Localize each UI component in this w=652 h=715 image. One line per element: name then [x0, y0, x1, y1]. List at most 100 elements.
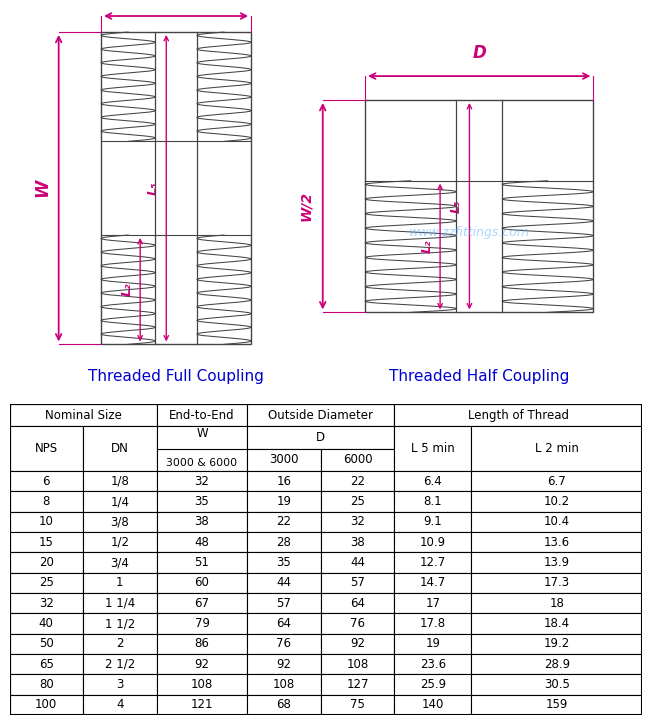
Text: 14.7: 14.7 — [420, 576, 446, 589]
Bar — [10, 426, 83, 471]
Bar — [157, 404, 247, 426]
Text: 19: 19 — [276, 495, 291, 508]
Bar — [247, 491, 321, 512]
Bar — [83, 491, 157, 512]
Bar — [394, 674, 471, 695]
Text: L 2 min: L 2 min — [535, 443, 579, 455]
Bar — [321, 613, 394, 633]
Bar — [471, 613, 642, 633]
Bar — [83, 695, 157, 715]
Bar — [394, 553, 471, 573]
Bar — [247, 573, 321, 593]
Bar — [10, 593, 83, 613]
Text: End-to-End: End-to-End — [170, 409, 235, 422]
Bar — [10, 553, 83, 573]
Bar — [394, 654, 471, 674]
Text: 20: 20 — [38, 556, 53, 569]
Bar — [247, 449, 321, 471]
Text: 67: 67 — [194, 597, 209, 610]
Text: 25.9: 25.9 — [420, 678, 446, 691]
Bar — [365, 100, 593, 312]
Text: W: W — [33, 179, 52, 197]
Text: 38: 38 — [350, 536, 365, 549]
Text: 13.9: 13.9 — [544, 556, 570, 569]
Text: 22: 22 — [276, 516, 291, 528]
Text: 76: 76 — [276, 637, 291, 651]
Text: 1/4: 1/4 — [110, 495, 129, 508]
Bar — [471, 633, 642, 654]
Bar — [394, 532, 471, 553]
Text: 8.1: 8.1 — [424, 495, 442, 508]
Text: 48: 48 — [194, 536, 209, 549]
Bar — [321, 491, 394, 512]
Text: 19: 19 — [425, 637, 440, 651]
Bar — [83, 532, 157, 553]
Bar — [394, 613, 471, 633]
Text: 60: 60 — [194, 576, 209, 589]
Bar — [83, 633, 157, 654]
Bar — [157, 633, 247, 654]
Text: 6000: 6000 — [343, 453, 372, 466]
Text: 3000 & 6000: 3000 & 6000 — [166, 458, 237, 468]
Bar — [471, 674, 642, 695]
Text: 28: 28 — [276, 536, 291, 549]
Bar — [157, 512, 247, 532]
Text: 17: 17 — [425, 597, 440, 610]
Bar — [321, 573, 394, 593]
Text: Threaded Full Coupling: Threaded Full Coupling — [88, 369, 264, 384]
Text: Nominal Size: Nominal Size — [45, 409, 122, 422]
Bar — [10, 491, 83, 512]
Text: L 5 min: L 5 min — [411, 443, 454, 455]
Bar — [394, 491, 471, 512]
Text: 17.3: 17.3 — [544, 576, 570, 589]
Bar — [394, 471, 471, 491]
Text: 35: 35 — [195, 495, 209, 508]
Bar — [321, 633, 394, 654]
Text: 6.4: 6.4 — [424, 475, 442, 488]
Text: 3/4: 3/4 — [110, 556, 129, 569]
Text: 159: 159 — [546, 699, 568, 711]
Text: 10.9: 10.9 — [420, 536, 446, 549]
Bar — [247, 674, 321, 695]
Text: 2 1/2: 2 1/2 — [105, 658, 135, 671]
Text: 64: 64 — [276, 617, 291, 630]
Text: DN: DN — [111, 443, 128, 455]
Bar — [471, 532, 642, 553]
Bar — [83, 593, 157, 613]
Text: 1/8: 1/8 — [110, 475, 129, 488]
Text: 92: 92 — [350, 637, 365, 651]
Text: 44: 44 — [350, 556, 365, 569]
Bar — [83, 573, 157, 593]
Bar — [394, 695, 471, 715]
Text: Outside Diameter: Outside Diameter — [268, 409, 373, 422]
Bar — [321, 449, 394, 471]
Bar — [10, 654, 83, 674]
Bar — [10, 532, 83, 553]
Bar — [157, 573, 247, 593]
Text: 35: 35 — [276, 556, 291, 569]
Text: 25: 25 — [38, 576, 53, 589]
Bar — [394, 633, 471, 654]
Bar — [157, 695, 247, 715]
Bar — [321, 553, 394, 573]
Text: 32: 32 — [194, 475, 209, 488]
Bar — [321, 695, 394, 715]
Text: D: D — [472, 44, 486, 62]
Text: Threaded Half Coupling: Threaded Half Coupling — [389, 369, 569, 384]
Text: 22: 22 — [350, 475, 365, 488]
Text: 16: 16 — [276, 475, 291, 488]
Bar — [247, 532, 321, 553]
Text: 50: 50 — [38, 637, 53, 651]
Text: 4: 4 — [116, 699, 124, 711]
Bar — [10, 471, 83, 491]
Bar — [471, 593, 642, 613]
Bar — [10, 633, 83, 654]
Bar — [157, 491, 247, 512]
Text: 121: 121 — [191, 699, 213, 711]
Text: 18: 18 — [550, 597, 564, 610]
Bar — [247, 512, 321, 532]
Bar — [10, 404, 157, 426]
Text: 80: 80 — [38, 678, 53, 691]
Bar — [471, 654, 642, 674]
Bar — [10, 674, 83, 695]
